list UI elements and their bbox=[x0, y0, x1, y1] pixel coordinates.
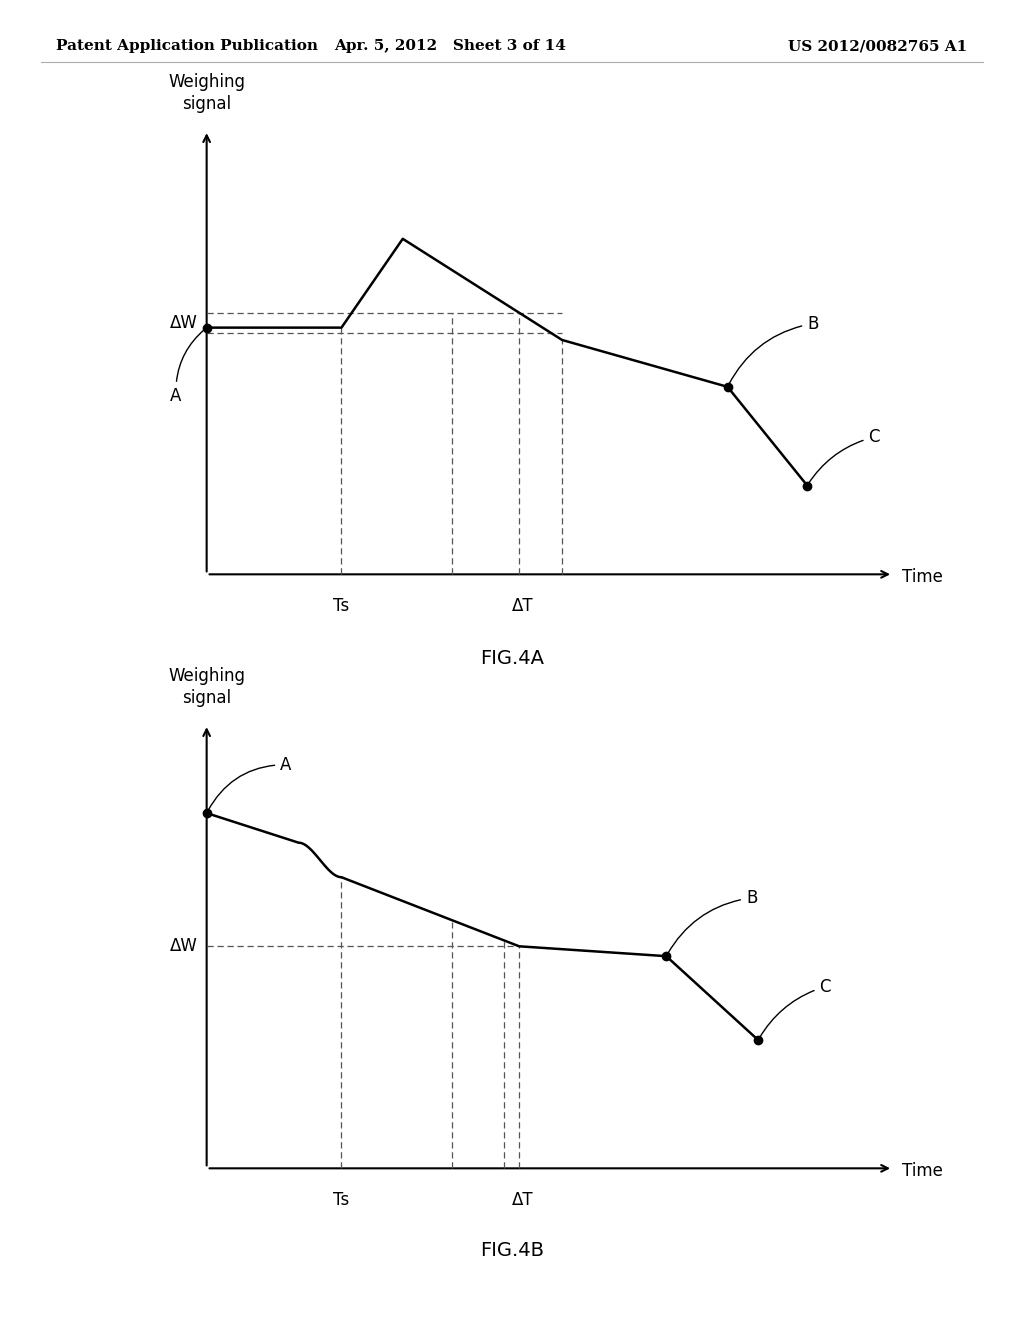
Text: Ts: Ts bbox=[334, 597, 349, 615]
Text: A: A bbox=[170, 330, 205, 405]
Text: C: C bbox=[760, 978, 830, 1038]
Text: C: C bbox=[809, 428, 880, 483]
Text: ΔW: ΔW bbox=[170, 314, 198, 331]
Text: ΔT: ΔT bbox=[511, 1191, 534, 1209]
Text: Ts: Ts bbox=[334, 1191, 349, 1209]
Text: Patent Application Publication: Patent Application Publication bbox=[56, 40, 318, 53]
Text: Weighing
signal: Weighing signal bbox=[168, 73, 245, 114]
Text: Time: Time bbox=[902, 568, 943, 586]
Text: B: B bbox=[729, 314, 818, 384]
Text: ΔT: ΔT bbox=[511, 597, 534, 615]
Text: A: A bbox=[208, 755, 292, 810]
Text: B: B bbox=[668, 888, 758, 954]
Text: FIG.4B: FIG.4B bbox=[480, 1241, 544, 1259]
Text: Time: Time bbox=[902, 1162, 943, 1180]
Text: FIG.4A: FIG.4A bbox=[480, 649, 544, 668]
Text: US 2012/0082765 A1: US 2012/0082765 A1 bbox=[788, 40, 968, 53]
Text: Apr. 5, 2012   Sheet 3 of 14: Apr. 5, 2012 Sheet 3 of 14 bbox=[335, 40, 566, 53]
Text: Weighing
signal: Weighing signal bbox=[168, 667, 245, 708]
Text: ΔW: ΔW bbox=[170, 937, 198, 956]
